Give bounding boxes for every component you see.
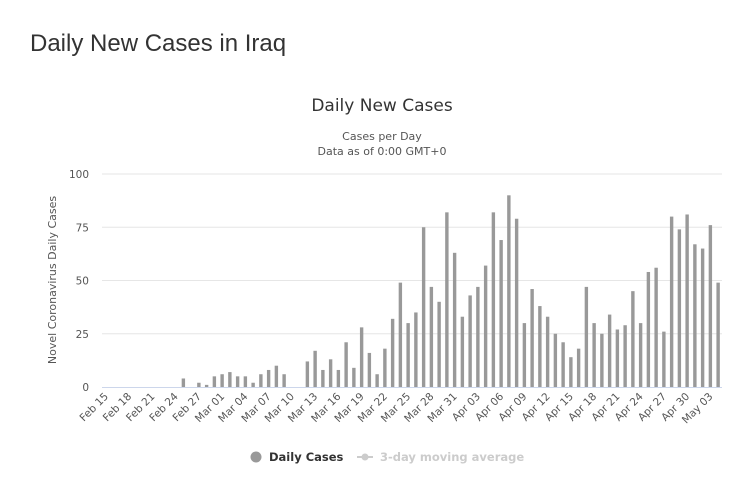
bar[interactable] [716, 282, 720, 387]
bar[interactable] [600, 333, 604, 387]
bar[interactable] [336, 369, 341, 387]
bar[interactable] [429, 286, 434, 387]
bar[interactable] [305, 361, 310, 387]
page-title: Daily New Cases in Iraq [30, 30, 287, 57]
bar[interactable] [522, 323, 527, 387]
legend-item-moving-average[interactable]: 3-day moving average [357, 450, 524, 464]
bar[interactable] [220, 374, 224, 387]
y-tick-label: 100 [69, 169, 89, 181]
y-tick-label: 50 [76, 276, 89, 288]
bar[interactable] [708, 225, 713, 387]
bar[interactable] [212, 376, 217, 387]
bar[interactable] [569, 357, 573, 387]
bar[interactable] [669, 216, 674, 387]
bar[interactable] [445, 212, 449, 387]
legend-label-daily-cases: Daily Cases [269, 450, 344, 464]
bar[interactable] [623, 325, 627, 387]
bar[interactable] [677, 229, 682, 387]
bar[interactable] [584, 286, 589, 387]
bar[interactable] [646, 271, 651, 387]
bar[interactable] [259, 374, 263, 387]
bar[interactable] [375, 374, 379, 387]
y-tick-label: 25 [76, 329, 89, 341]
bar[interactable] [321, 369, 325, 387]
bar[interactable] [274, 365, 279, 387]
bar[interactable] [398, 282, 403, 387]
bar[interactable] [700, 248, 705, 387]
bar[interactable] [328, 359, 333, 387]
y-axis-ticks: 0 25 50 75 100 [69, 169, 89, 394]
bar[interactable] [468, 295, 472, 387]
bar[interactable] [266, 369, 271, 387]
legend-item-daily-cases[interactable]: Daily Cases [250, 450, 344, 464]
bar[interactable] [631, 291, 635, 387]
bar[interactable] [414, 312, 418, 387]
bar[interactable] [499, 240, 503, 387]
bar[interactable] [638, 323, 643, 387]
bar[interactable] [352, 367, 356, 387]
bar[interactable] [545, 316, 550, 387]
bar[interactable] [228, 372, 232, 387]
bar[interactable] [530, 289, 534, 387]
bar[interactable] [359, 327, 364, 387]
bar[interactable] [251, 382, 255, 387]
bar[interactable] [313, 350, 317, 387]
bar[interactable] [615, 329, 620, 387]
bar[interactable] [592, 323, 596, 387]
bar[interactable] [460, 316, 465, 387]
bars [181, 195, 720, 387]
y-axis-label: Novel Coronavirus Daily Cases [46, 196, 59, 364]
bar[interactable] [243, 376, 248, 387]
legend-label-moving-average: 3-day moving average [380, 450, 524, 464]
bar[interactable] [483, 265, 488, 387]
y-tick-label: 0 [82, 382, 89, 394]
bar[interactable] [514, 218, 519, 387]
y-tick-label: 75 [76, 222, 89, 234]
bar[interactable] [553, 333, 558, 387]
bar[interactable] [561, 342, 565, 387]
gridlines [102, 173, 722, 335]
bar[interactable] [421, 227, 426, 387]
chart-subtitle-line2: Data as of 0:00 GMT+0 [318, 145, 447, 158]
bar[interactable] [406, 323, 410, 387]
legend-marker-moving-average [361, 453, 369, 461]
bar[interactable] [452, 252, 457, 387]
bar[interactable] [476, 286, 480, 387]
bar[interactable] [235, 376, 240, 387]
bar[interactable] [576, 348, 581, 387]
bar[interactable] [693, 244, 697, 387]
bar[interactable] [654, 267, 658, 387]
bar[interactable] [181, 378, 186, 387]
bar[interactable] [390, 318, 395, 387]
legend-marker-daily-cases [250, 451, 262, 463]
bar[interactable] [367, 352, 372, 387]
bar[interactable] [491, 212, 496, 387]
bar[interactable] [204, 384, 209, 387]
chart-subtitle-line1: Cases per Day [342, 130, 422, 143]
chart-title: Daily New Cases [311, 96, 453, 116]
bar[interactable] [437, 301, 441, 387]
bar[interactable] [383, 348, 387, 387]
legend: Daily Cases 3-day moving average [250, 450, 524, 464]
bar[interactable] [197, 382, 201, 387]
bar[interactable] [662, 331, 666, 387]
bar[interactable] [507, 195, 511, 387]
bar[interactable] [538, 306, 542, 387]
bar[interactable] [607, 314, 612, 387]
bar[interactable] [685, 214, 689, 387]
bar[interactable] [344, 342, 348, 387]
bar[interactable] [282, 374, 286, 387]
